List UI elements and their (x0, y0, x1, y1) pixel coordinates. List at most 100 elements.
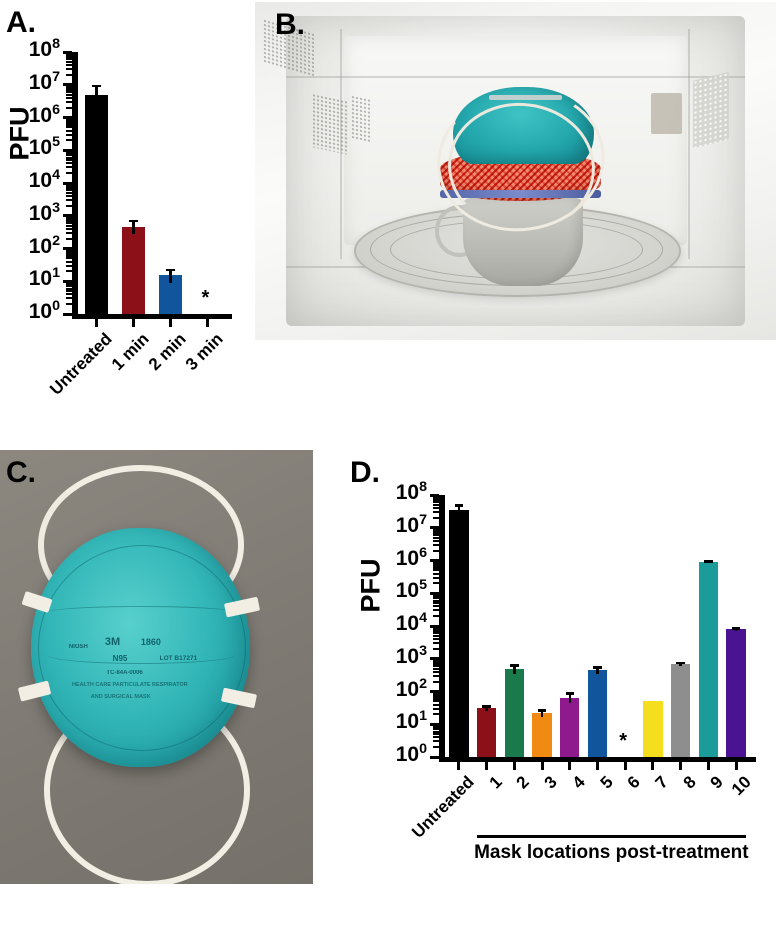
mask-print-description-line-2: AND SURGICAL MASK (90, 693, 151, 700)
error-bar (596, 666, 599, 675)
y-axis-tick-minor (433, 630, 439, 633)
y-axis-tick-minor (66, 162, 72, 165)
mask-seam-lower-fold (46, 645, 235, 664)
bar (449, 509, 469, 757)
y-axis-tick-minor (433, 713, 439, 716)
y-axis-tick-minor (433, 539, 439, 542)
y-axis-tick-minor (66, 152, 72, 155)
bar (726, 629, 746, 757)
y-axis-tick-major (63, 50, 72, 54)
y-axis-tick-major (63, 116, 72, 119)
y-axis-tick-major (430, 755, 439, 759)
y-axis-tick-major (430, 624, 439, 628)
y-axis-tick-minor (433, 660, 439, 663)
y-axis-tick-minor (66, 119, 72, 122)
y-axis-tick-minor (66, 60, 72, 63)
y-axis-tick-label: 100 (28, 298, 60, 323)
y-axis-tick-minor (433, 667, 439, 670)
y-axis-tick-minor (66, 185, 72, 188)
mask-head-strap-bottom (43, 693, 250, 884)
y-axis-tick-major (63, 312, 72, 316)
y-axis-tick-minor (433, 662, 439, 665)
y-axis-tick-minor (66, 154, 72, 157)
error-bar (568, 692, 572, 704)
nose-clip (489, 94, 563, 101)
y-axis-tick-minor (433, 680, 439, 683)
y-axis-tick-minor (433, 703, 439, 706)
y-axis-tick-minor (433, 697, 439, 700)
no-detection-asterisk: * (201, 287, 210, 309)
bar (122, 227, 145, 314)
error-bar-cap (128, 219, 139, 223)
x-axis-tick (734, 762, 738, 770)
y-axis-tick-label: 108 (28, 36, 60, 61)
x-axis-group-rule (476, 835, 746, 838)
x-axis-tick (512, 762, 516, 770)
y-axis-tick-major (63, 214, 72, 218)
y-axis-tick-minor (66, 93, 72, 96)
error-bar-cap (565, 692, 575, 695)
y-axis-tick-label: 107 (28, 68, 60, 94)
rubber-band (439, 189, 602, 199)
y-axis-tick-major (430, 591, 439, 595)
y-axis-tick-minor (433, 599, 439, 602)
cavity-seam-top (286, 76, 745, 79)
y-axis-tick-minor (433, 597, 439, 600)
vent-grille-left (312, 92, 349, 155)
error-bar (132, 219, 135, 235)
x-axis-tick (651, 762, 655, 770)
y-axis-tick-minor (433, 529, 439, 532)
y-axis-tick-minor (66, 199, 72, 202)
y-axis-tick-minor (66, 287, 72, 290)
y-axis-tick-minor (66, 88, 72, 91)
y-axis-tick-minor (433, 695, 439, 698)
y-axis-tick-major (430, 690, 439, 693)
y-axis-tick-minor (433, 707, 439, 710)
error-bar (457, 504, 461, 516)
y-axis-tick-minor (66, 100, 72, 103)
y-axis-tick-minor (66, 227, 72, 230)
y-axis-tick-minor (66, 159, 72, 162)
y-axis-tick-minor (66, 303, 72, 306)
y-axis-tick-minor (433, 674, 439, 677)
x-axis-tick (132, 319, 135, 327)
y-axis-tick-minor (66, 195, 72, 198)
y-axis-tick-minor (66, 204, 72, 207)
y-axis-tick-minor (433, 605, 439, 608)
y-axis-tick-minor (66, 126, 72, 129)
y-axis-tick-minor (433, 693, 439, 696)
y-axis-tick-label: 102 (395, 675, 427, 701)
x-axis-tick (568, 762, 572, 770)
error-bar (513, 664, 516, 674)
y-axis-tick-minor (433, 566, 439, 569)
y-axis-tick-minor (433, 733, 439, 736)
y-axis-tick-label: 106 (395, 544, 427, 570)
y-axis-tick-minor (66, 139, 72, 142)
y-axis-tick-minor (66, 129, 72, 132)
x-axis-tick (679, 762, 683, 770)
y-axis-tick-minor (66, 231, 72, 234)
y-axis-tick-label: 107 (395, 511, 427, 537)
y-axis-tick-minor (433, 516, 439, 519)
y-axis-tick-major (430, 657, 439, 661)
y-axis-tick-major (63, 83, 72, 87)
y-axis-tick-minor (433, 726, 439, 729)
y-axis-tick-minor (66, 254, 72, 257)
bar (560, 697, 580, 757)
y-axis-tick-minor (66, 283, 72, 286)
error-bar-cap (537, 709, 547, 712)
y-axis-tick-minor (433, 497, 439, 500)
error-bar (540, 709, 544, 717)
y-axis-tick-minor (433, 615, 439, 618)
error-bar-cap (510, 664, 519, 667)
bar (698, 561, 719, 757)
y-axis-tick-minor (66, 257, 72, 260)
y-axis-tick-minor (66, 260, 72, 263)
error-bar-cap (731, 627, 741, 630)
bar (643, 700, 663, 757)
error-bar-cap (593, 666, 602, 669)
y-axis-tick-minor (66, 54, 72, 57)
y-axis-tick-minor (433, 632, 439, 635)
error-bar-cap (165, 268, 176, 272)
y-axis-tick-label: 103 (28, 199, 60, 225)
